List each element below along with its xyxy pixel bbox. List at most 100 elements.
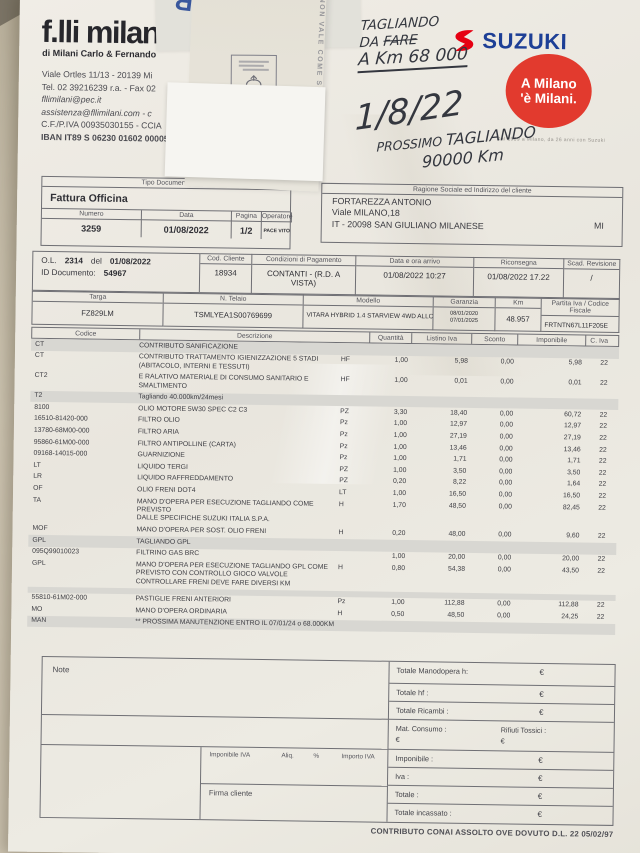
item-unit: H <box>338 500 344 508</box>
total-labour-row: Totale Manodopera h: € <box>389 661 615 687</box>
header-codice: Codice <box>32 327 141 340</box>
item-vat-code: 22 <box>599 379 608 388</box>
totals-column: Totale Manodopera h: € Totale hf : € Tot… <box>387 661 615 827</box>
item-list-price: 12,97 <box>449 420 468 429</box>
km-value: 48.957 <box>506 314 530 324</box>
vat-hdr-importo: Importo IVA <box>341 753 375 761</box>
item-code: TA <box>32 496 42 504</box>
header-quantita: Quantità <box>370 332 413 344</box>
vin-cell: N. Telaio TSMLYEA1S00769699 <box>163 292 304 329</box>
item-quantity: 1,00 <box>393 420 408 428</box>
item-quantity: 1,00 <box>391 552 406 561</box>
item-code: 55810-61M02-000 <box>31 593 88 602</box>
stamp-line <box>238 64 264 67</box>
grand-total-value: € <box>537 791 543 801</box>
revision-cell: Scad. Revisione / <box>563 258 621 299</box>
item-vat-code: 22 <box>597 532 606 540</box>
item-quantity: 3,30 <box>393 408 408 416</box>
return-cell: Riconsegna 01/08/2022 17.22 <box>473 256 565 299</box>
item-list-price: 13,46 <box>449 444 467 452</box>
arrival-value: 01/08/2022 10:27 <box>383 270 446 281</box>
cod-cliente-label: Cod. Cliente <box>200 254 252 265</box>
item-code: LT <box>33 461 41 469</box>
item-code: CT <box>34 352 45 360</box>
invoice-page: 1/2 <box>231 221 262 239</box>
vat-summary-header-cell: Imponibile IVA Aliq. % Importo IVA <box>200 747 389 786</box>
fiscal-code-cell: Partita Iva / Codice Fiscale FRTNTN67L11… <box>541 297 620 333</box>
item-discount: 0,00 <box>498 479 513 487</box>
handwritten-note-top: TAGLIANDO DA FARE A Km 68 000 <box>357 12 471 74</box>
item-unit: H <box>337 609 343 617</box>
item-quantity: 1,00 <box>392 489 407 497</box>
item-list-price: 8,22 <box>452 479 467 487</box>
cod-cliente-value: 18934 <box>214 268 237 278</box>
item-taxable-amount: 12,97 <box>563 422 582 430</box>
item-code: 095Q99010023 <box>32 547 80 556</box>
vehicle-row: Targa FZ829LM N. Telaio TSMLYEA1S0076969… <box>31 290 620 333</box>
stamp-line <box>242 68 269 71</box>
fiscal-code-value: FRTNTN67L11F205E <box>544 321 608 330</box>
badge-line1: A Milano <box>520 75 577 91</box>
item-list-price: 20,00 <box>448 553 466 561</box>
item-list-price: 1,71 <box>453 455 467 464</box>
item-unit: HF <box>340 356 351 364</box>
toxic-waste-label: Rifiuti Tossici : <box>500 725 547 735</box>
item-list-price: 0,01 <box>454 377 468 386</box>
item-discount: 0,00 <box>497 600 511 608</box>
item-quantity: 1,00 <box>394 357 408 365</box>
item-vat-code: 22 <box>596 601 605 609</box>
consumables-label: Mat. Consumo : <box>395 723 447 734</box>
item-code: MO <box>31 605 43 613</box>
item-unit: Pz <box>337 598 346 606</box>
grand-total-label: Totale : <box>394 789 419 800</box>
item-quantity: 1,00 <box>393 454 407 463</box>
consumables-row: Mat. Consumo : € Rifiuti Tossici : € <box>388 719 614 753</box>
collected-label: Totale incassato : <box>394 807 452 818</box>
item-code: CT <box>35 340 45 348</box>
iddoc-value: 54967 <box>103 268 127 279</box>
vat-value: € <box>538 773 543 783</box>
item-discount: 0,00 <box>498 491 513 499</box>
taxable-value: € <box>538 755 543 765</box>
item-discount: 0,00 <box>497 566 512 574</box>
item-vat-code: 22 <box>598 492 607 500</box>
iddoc-label: ID Documento: <box>41 267 96 278</box>
item-code: GPL <box>32 536 47 544</box>
item-code: 16510-81420-000 <box>34 415 88 423</box>
plate-value: FZ829LM <box>81 308 114 318</box>
collected-row: Totale incassato : € <box>387 804 612 827</box>
item-vat-code: 22 <box>598 504 606 512</box>
ol-label: O.L. <box>41 255 57 266</box>
totals-box: Note Imponibile IVA Aliq. % Importo IVA … <box>39 655 616 827</box>
header-sconto: Sconto <box>472 333 519 345</box>
item-taxable-amount: 9,60 <box>566 532 580 540</box>
dealer-logo-subtitle: di Milani Carlo & Fernando <box>42 47 157 60</box>
item-vat-code: 22 <box>599 446 607 454</box>
item-unit: PZ <box>340 407 349 415</box>
item-discount: 0,00 <box>499 421 514 429</box>
badge-line2: 'è Milani. <box>520 90 577 107</box>
signature-cell: Firma cliente <box>200 783 388 822</box>
item-description: MANO D'OPERA PER ESECUZIONE TAGLIANDO GP… <box>136 561 336 589</box>
taxable-label: Imponibile : <box>395 753 434 764</box>
item-code: CT2 <box>34 372 48 380</box>
arrival-cell: Data e ora arrivo 01/08/2022 10:27 <box>355 255 475 297</box>
item-vat-code: 22 <box>599 411 608 419</box>
total-labour-value: € <box>539 667 545 677</box>
item-list-price: 16,50 <box>448 490 467 498</box>
item-taxable-amount: 3,50 <box>567 469 581 477</box>
item-vat-code: 22 <box>598 469 607 477</box>
item-taxable-amount: 16,50 <box>562 492 581 500</box>
item-taxable-amount: 112,88 <box>558 601 579 609</box>
item-taxable-amount: 24,25 <box>561 612 579 621</box>
header-listino: Listino Iva <box>412 333 473 344</box>
item-list-price: 18,40 <box>450 409 468 417</box>
item-description: ** PROSSIMA MANUTENZIONE ENTRO IL 07/01/… <box>135 619 335 630</box>
invoice-number: 3259 <box>41 218 142 238</box>
item-code: GPL <box>31 559 46 567</box>
item-taxable-amount: 20,00 <box>562 555 580 563</box>
revision-value: / <box>590 273 593 283</box>
note-cell: Note <box>41 656 390 720</box>
payment-line2: VISTA) <box>290 278 317 288</box>
